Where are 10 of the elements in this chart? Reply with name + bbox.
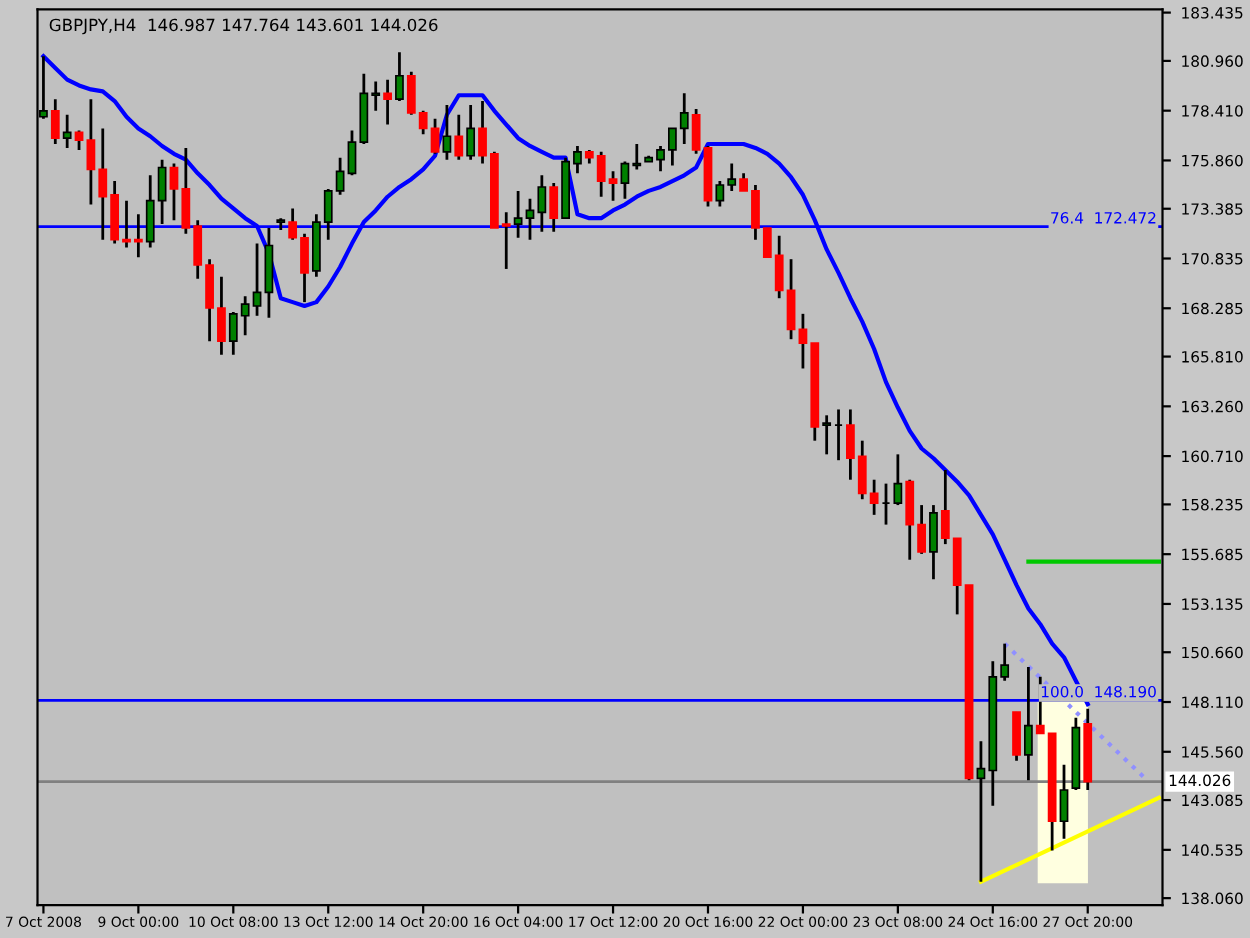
candlestick <box>62 113 72 150</box>
candlestick <box>442 103 452 162</box>
candlestick <box>466 103 476 162</box>
candlestick <box>822 413 832 456</box>
candlestick <box>264 226 274 320</box>
candlestick <box>1059 763 1069 841</box>
text: GBPJPY,H4 146.987 147.764 143.601 144.026 <box>49 18 438 35</box>
candlestick <box>929 503 938 581</box>
candlestick <box>1024 665 1033 782</box>
candlestick <box>395 50 404 103</box>
